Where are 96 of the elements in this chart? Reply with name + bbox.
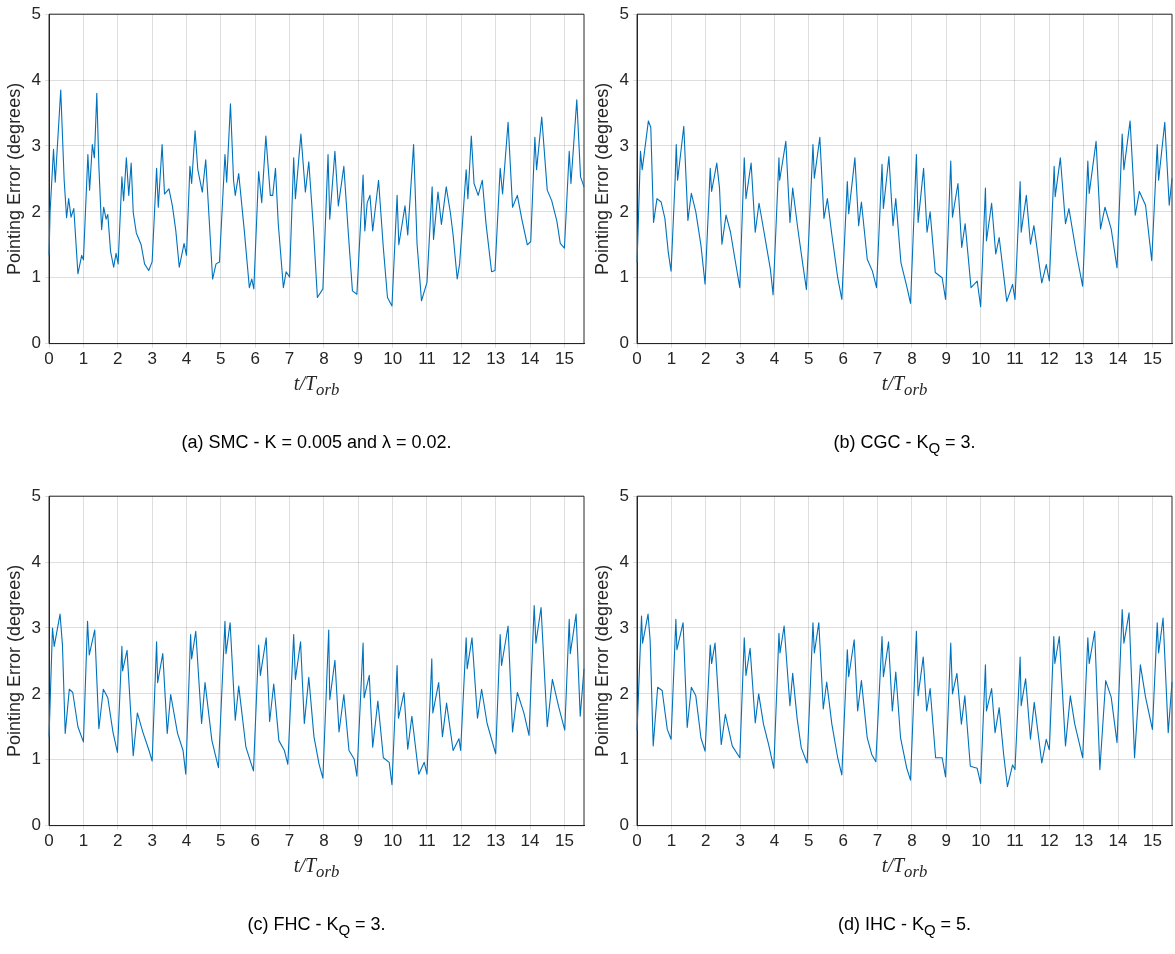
y-tick-label: 1 bbox=[619, 267, 630, 287]
x-tick-label: 4 bbox=[181, 831, 192, 851]
y-tick-label: 4 bbox=[31, 551, 42, 571]
x-tick-label: 5 bbox=[216, 349, 226, 369]
x-tick-label: 10 bbox=[383, 349, 403, 369]
x-tick-label: 9 bbox=[353, 349, 364, 369]
y-axis-title: Pointing Error (degrees) bbox=[591, 82, 612, 275]
x-tick-label: 2 bbox=[113, 831, 123, 851]
text: (b) CGC - K$_{Q}$ = 3. bbox=[833, 432, 976, 456]
x-tick-label: 14 bbox=[520, 831, 540, 851]
y-tick-label: 0 bbox=[31, 815, 42, 835]
x-tick-label: 3 bbox=[147, 349, 157, 369]
x-tick-label: 2 bbox=[701, 349, 711, 369]
x-tick-label: 6 bbox=[838, 349, 848, 369]
x-tick-label: 12 bbox=[1039, 349, 1059, 369]
y-tick-label: 3 bbox=[619, 617, 630, 637]
x-tick-label: 4 bbox=[769, 349, 780, 369]
x-tick-label: 8 bbox=[319, 831, 329, 851]
x-tick-label: 5 bbox=[216, 831, 226, 851]
x-tick-label: 9 bbox=[353, 831, 364, 851]
x-tick-label: 6 bbox=[838, 831, 848, 851]
y-tick-label: 5 bbox=[31, 485, 42, 505]
x-tick-label: 4 bbox=[181, 349, 192, 369]
x-axis-title: t/T$_{orb}$ bbox=[293, 854, 340, 882]
x-tick-label: 3 bbox=[735, 831, 745, 851]
x-tick-label: 10 bbox=[971, 831, 991, 851]
x-tick-label: 1 bbox=[78, 831, 89, 851]
y-tick-label: 2 bbox=[619, 201, 630, 221]
x-tick-label: 9 bbox=[941, 831, 952, 851]
y-tick-label: 1 bbox=[31, 749, 42, 769]
x-tick-label: 10 bbox=[383, 831, 403, 851]
x-tick-label: 13 bbox=[486, 349, 506, 369]
y-tick-label: 5 bbox=[619, 485, 630, 505]
x-tick-label: 11 bbox=[418, 349, 436, 369]
x-tick-label: 14 bbox=[1108, 831, 1128, 851]
y-tick-label: 0 bbox=[619, 815, 630, 835]
x-tick-label: 14 bbox=[1108, 349, 1128, 369]
x-tick-label: 6 bbox=[250, 349, 260, 369]
x-tick-label: 10 bbox=[971, 349, 991, 369]
x-tick-label: 7 bbox=[872, 831, 883, 851]
x-tick-label: 11 bbox=[1006, 831, 1024, 851]
x-tick-label: 3 bbox=[735, 349, 745, 369]
x-axis-title: t/T$_{orb}$ bbox=[881, 372, 928, 400]
x-tick-label: 7 bbox=[284, 349, 295, 369]
x-tick-label: 15 bbox=[1142, 831, 1162, 851]
y-axis-title: Pointing Error (degrees) bbox=[591, 564, 612, 757]
x-tick-label: 8 bbox=[907, 349, 917, 369]
x-tick-label: 11 bbox=[418, 831, 436, 851]
x-tick-label: 15 bbox=[554, 831, 574, 851]
y-tick-label: 0 bbox=[619, 333, 630, 353]
x-axis-title: t/T$_{orb}$ bbox=[881, 854, 928, 882]
x-tick-label: 6 bbox=[250, 831, 260, 851]
x-tick-label: 3 bbox=[147, 831, 157, 851]
x-tick-label: 5 bbox=[804, 349, 814, 369]
x-tick-label: 8 bbox=[319, 349, 329, 369]
x-tick-label: 1 bbox=[666, 831, 677, 851]
y-tick-label: 4 bbox=[619, 551, 630, 571]
x-tick-label: 9 bbox=[941, 349, 952, 369]
x-tick-label: 7 bbox=[284, 831, 295, 851]
x-tick-label: 8 bbox=[907, 831, 917, 851]
x-tick-label: 13 bbox=[486, 831, 506, 851]
x-tick-label: 12 bbox=[451, 831, 471, 851]
y-tick-label: 3 bbox=[31, 135, 42, 155]
x-axis-title: t/T$_{orb}$ bbox=[293, 372, 340, 400]
y-tick-label: 3 bbox=[619, 135, 630, 155]
y-tick-label: 3 bbox=[31, 617, 42, 637]
x-tick-label: 2 bbox=[701, 831, 711, 851]
y-tick-label: 2 bbox=[619, 683, 630, 703]
x-tick-label: 1 bbox=[666, 349, 677, 369]
y-axis-title: Pointing Error (degrees) bbox=[3, 564, 24, 757]
text: (a) SMC - K = 0.005 and λ = 0.02. bbox=[181, 432, 452, 453]
x-tick-label: 12 bbox=[1039, 831, 1059, 851]
x-tick-label: 5 bbox=[804, 831, 814, 851]
x-tick-label: 4 bbox=[769, 831, 780, 851]
x-tick-label: 2 bbox=[113, 349, 123, 369]
y-tick-label: 1 bbox=[619, 749, 630, 769]
y-tick-label: 2 bbox=[31, 201, 42, 221]
y-tick-label: 5 bbox=[31, 3, 42, 23]
y-tick-label: 5 bbox=[619, 3, 630, 23]
y-tick-label: 4 bbox=[31, 69, 42, 89]
x-tick-label: 1 bbox=[78, 349, 89, 369]
y-tick-label: 0 bbox=[31, 333, 42, 353]
y-tick-label: 4 bbox=[619, 69, 630, 89]
text: (c) FHC - K$_{Q}$ = 3. bbox=[247, 914, 386, 938]
x-tick-label: 14 bbox=[520, 349, 540, 369]
x-tick-label: 11 bbox=[1006, 349, 1024, 369]
x-tick-label: 7 bbox=[872, 349, 883, 369]
x-tick-label: 12 bbox=[451, 349, 471, 369]
text: (d) IHC - K$_{Q}$ = 5. bbox=[837, 914, 972, 938]
x-tick-label: 15 bbox=[554, 349, 574, 369]
y-tick-label: 1 bbox=[31, 267, 42, 287]
y-tick-label: 2 bbox=[31, 683, 42, 703]
x-tick-label: 13 bbox=[1074, 831, 1094, 851]
y-axis-title: Pointing Error (degrees) bbox=[3, 82, 24, 275]
x-tick-label: 15 bbox=[1142, 349, 1162, 369]
x-tick-label: 13 bbox=[1074, 349, 1094, 369]
